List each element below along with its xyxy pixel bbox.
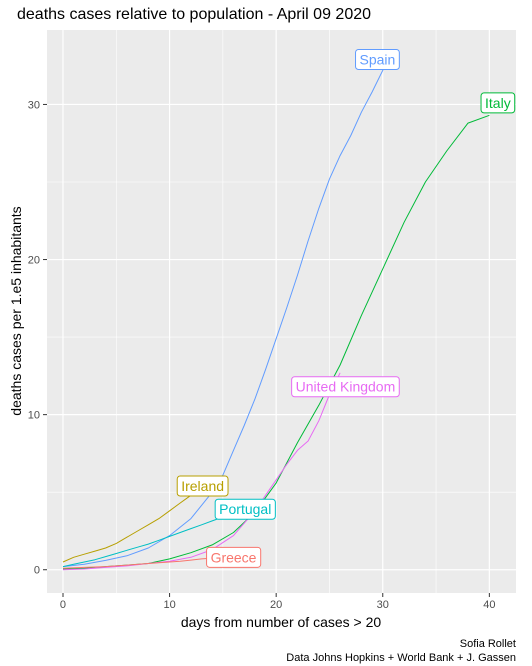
x-tick-label: 40: [483, 599, 495, 611]
series-label-text: United Kingdom: [296, 379, 396, 395]
series-label-box: [206, 546, 262, 568]
series-line-portugal: [62, 511, 234, 568]
y-axis-title: deaths cases per 1.e5 inhabitants: [8, 206, 24, 415]
chart-title: deaths cases relative to population - Ap…: [17, 6, 371, 23]
y-tick-label: 30: [28, 99, 40, 111]
series-label-box: [480, 92, 516, 114]
series-label-italy: Italy: [480, 92, 516, 114]
series-label-text: Ireland: [181, 478, 224, 494]
series-label-box: [214, 498, 276, 520]
x-tick-label: 30: [377, 599, 389, 611]
axis-ticks: 0 10 20 30 40 0 10 20 30: [28, 99, 496, 611]
series-line-united-kingdom: [62, 372, 341, 571]
series-label-text: Greece: [211, 549, 257, 565]
series-label-box: [291, 376, 400, 398]
series-label-box: [355, 48, 400, 70]
series-label-text: Spain: [360, 51, 396, 67]
series-label-greece: Greece: [206, 546, 262, 568]
x-tick-label: 10: [163, 599, 175, 611]
series-label-box: [176, 475, 229, 497]
series-labels: Spain Italy United Kingdom Ireland Portugal G…: [176, 48, 516, 568]
x-tick-label: 0: [60, 599, 66, 611]
series-line-spain: [62, 51, 394, 568]
caption-source: Data Johns Hopkins + World Bank + J. Gas…: [286, 652, 516, 664]
series-line-greece: [62, 557, 213, 569]
series-label-spain: Spain: [355, 48, 400, 70]
plot-panel: [47, 30, 516, 593]
x-axis-title: days from number of cases > 20: [181, 614, 382, 630]
x-tick-label: 20: [270, 599, 282, 611]
grid: [47, 30, 516, 593]
series-label-united-kingdom: United Kingdom: [291, 376, 400, 398]
series-label-text: Italy: [485, 95, 511, 111]
series-label-ireland: Ireland: [176, 475, 229, 497]
caption-author: Sofia Rollet: [460, 638, 516, 650]
series-line-ireland: [62, 479, 213, 563]
y-tick-label: 10: [28, 410, 40, 422]
y-tick-label: 20: [28, 255, 40, 267]
series-label-text: Portugal: [219, 501, 271, 517]
y-tick-label: 0: [34, 565, 40, 577]
series-lines: [62, 51, 490, 571]
series-label-portugal: Portugal: [214, 498, 276, 520]
